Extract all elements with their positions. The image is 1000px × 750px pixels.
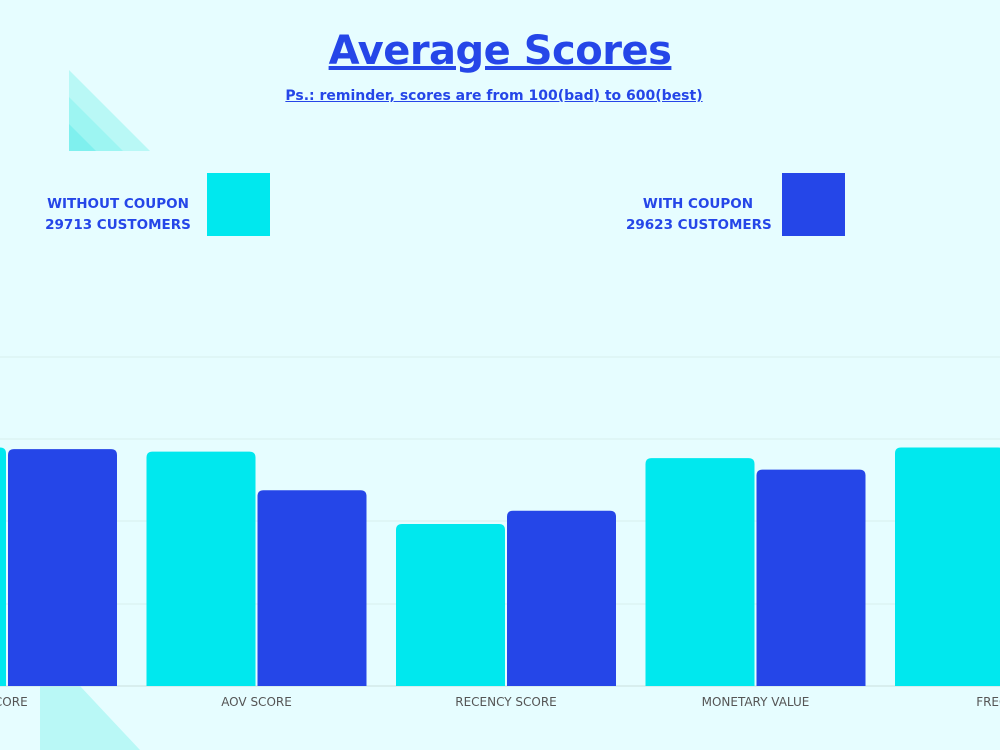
bar-without-coupon-2 xyxy=(396,523,505,686)
legend-with-coupon-count: 29623 CUSTOMERS xyxy=(626,217,772,233)
legend-with-coupon-label: WITH COUPON xyxy=(642,196,754,212)
bar-without-coupon-0 xyxy=(0,447,6,686)
x-tick-label: MONETARY VALUE xyxy=(702,695,810,709)
x-tick-label: RECENCY SCORE xyxy=(455,695,557,709)
bar-without-coupon-3 xyxy=(645,458,755,686)
bar-with-coupon-2 xyxy=(507,510,616,686)
legend-without-coupon-count: 29713 CUSTOMERS xyxy=(45,217,191,233)
legend-swatch-with-coupon xyxy=(782,173,845,236)
bar-with-coupon-3 xyxy=(756,469,866,686)
bar-without-coupon-1 xyxy=(146,451,256,686)
bar-with-coupon-0 xyxy=(8,449,117,686)
legend-without-coupon-label: WITHOUT COUPON xyxy=(47,196,189,212)
x-tick-label: SCORE xyxy=(0,695,28,709)
x-tick-label: AOV SCORE xyxy=(221,695,292,709)
chart-title: Average Scores xyxy=(328,28,672,74)
x-tick-label: FREQUEN xyxy=(976,695,1000,709)
bar-without-coupon-4 xyxy=(895,447,1000,686)
chart-subtitle: Ps.: reminder, scores are from 100(bad) … xyxy=(285,88,703,104)
legend-with-coupon: WITH COUPON 29623 CUSTOMERS xyxy=(626,194,772,236)
legend-without-coupon: WITHOUT COUPON 29713 CUSTOMERS xyxy=(42,194,194,236)
legend-swatch-without-coupon xyxy=(207,173,270,236)
bar-with-coupon-1 xyxy=(257,490,367,686)
decorative-triangle-bottom xyxy=(40,686,140,750)
